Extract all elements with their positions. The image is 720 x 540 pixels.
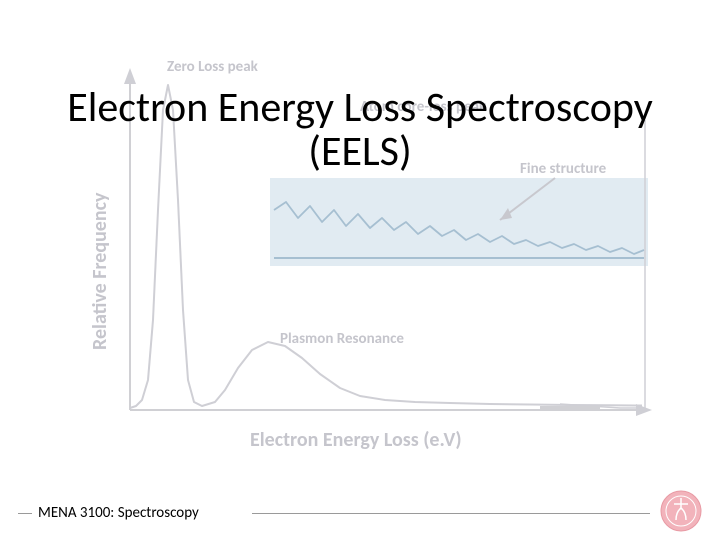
y-axis-label: Relative Frequency [88,193,112,350]
annot-zero-loss: Zero Loss peak [167,58,258,76]
title-line-2: (EELS) [0,130,720,174]
slide-title: Electron Energy Loss Spectroscopy (EELS) [0,86,720,174]
footer-text: MENA 3100: Spectroscopy [38,504,199,522]
footer-rule-right [252,513,650,514]
slide-root: Relative Frequency Electron Energy Loss … [0,0,720,540]
footer-rule-left [18,513,32,514]
title-line-1: Electron Energy Loss Spectroscopy [0,86,720,130]
x-axis-label: Electron Energy Loss (e.V) [250,428,462,452]
university-seal-icon [660,490,702,532]
annot-plasmon: Plasmon Resonance [280,330,404,348]
